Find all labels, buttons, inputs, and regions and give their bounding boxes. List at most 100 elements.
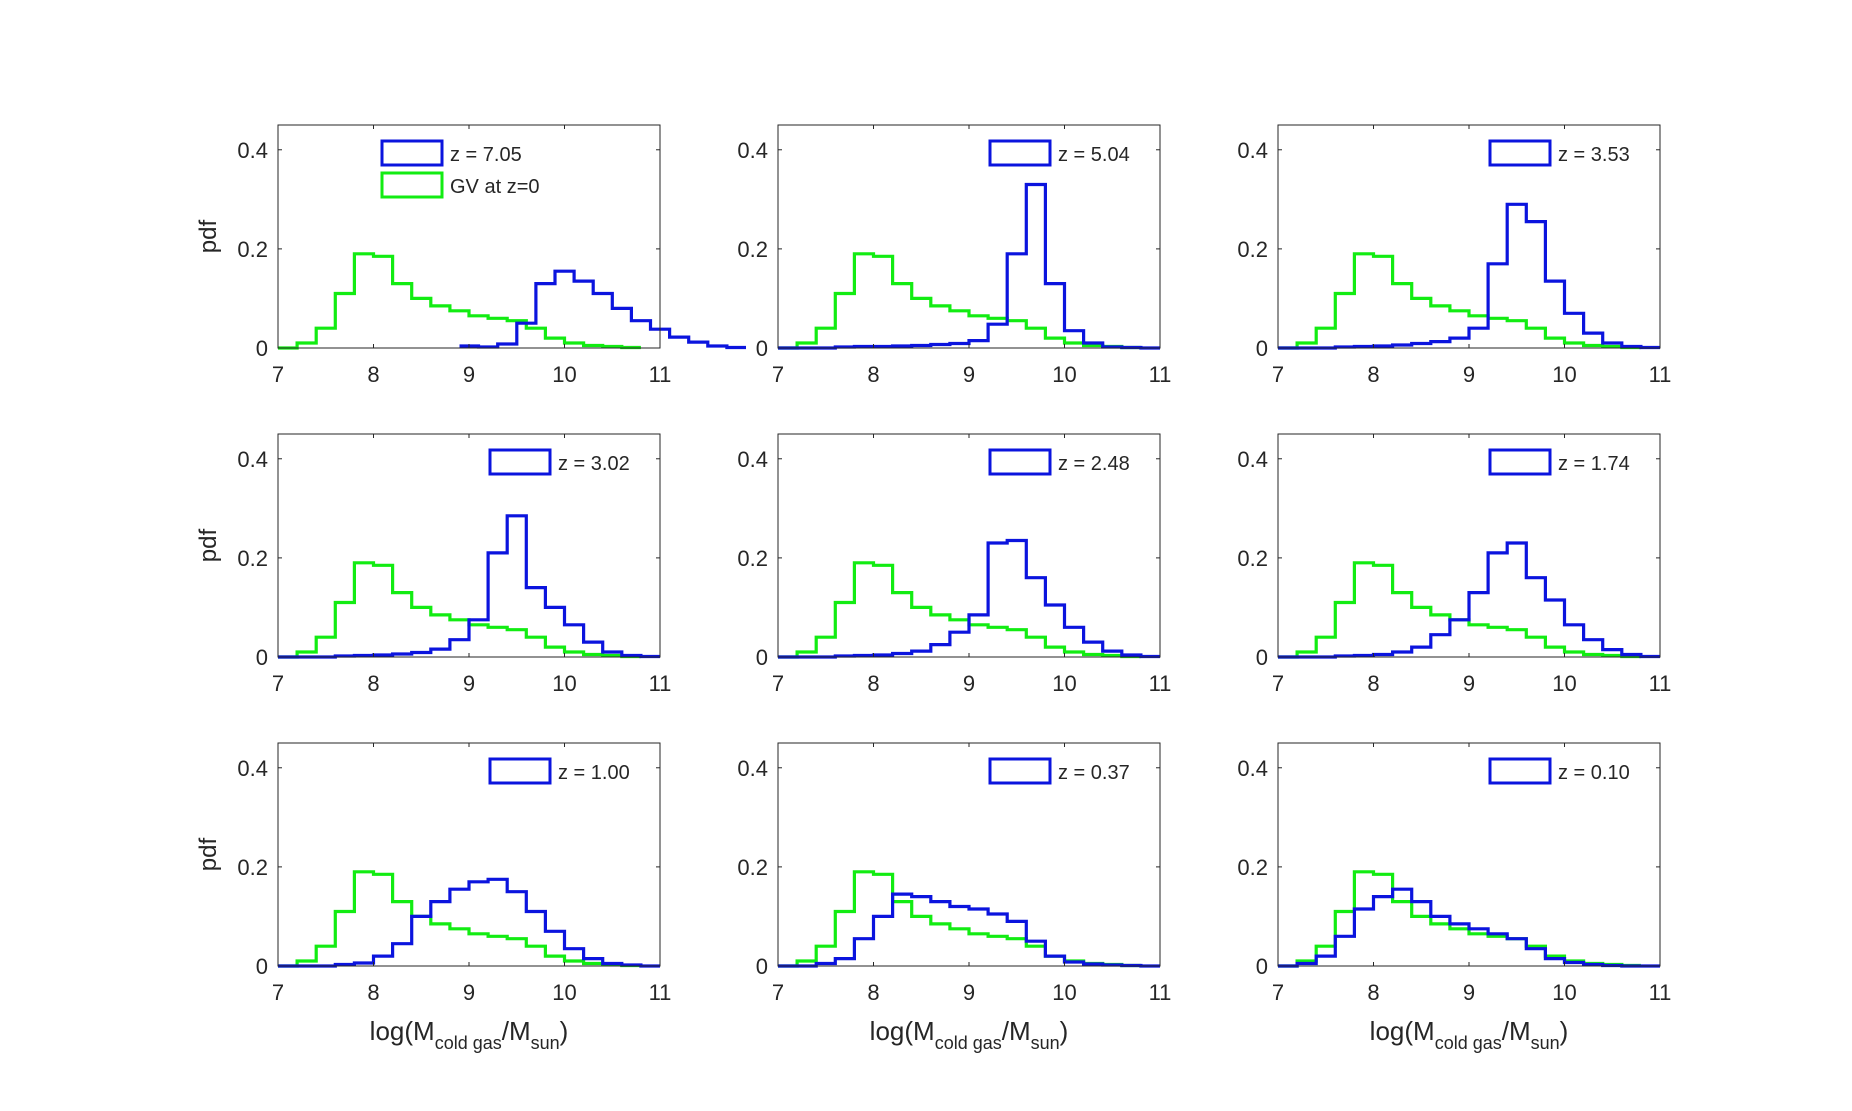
y-tick-label: 0 <box>1256 645 1268 670</box>
y-tick-label: 0 <box>1256 954 1268 979</box>
x-tick-label: 11 <box>1649 980 1672 1005</box>
redshift-histogram <box>1278 202 1660 350</box>
y-tick-label: 0 <box>756 954 768 979</box>
x-tick-label: 7 <box>1272 671 1284 696</box>
x-tick-label: 10 <box>1552 980 1576 1005</box>
y-axis-label: pdf <box>195 528 222 562</box>
y-tick-label: 0 <box>256 336 268 361</box>
panel-2: 7 8 9 10 11 0 0.2 0.4 z = 5.04 <box>737 124 1172 387</box>
x-axis-label-subscript: cold gas <box>935 1033 1002 1053</box>
x-tick-label: 10 <box>1552 362 1576 387</box>
x-tick-label: 7 <box>272 671 284 696</box>
y-tick-label: 0.2 <box>737 237 768 262</box>
legend-swatch-green <box>380 171 444 199</box>
legend-label: z = 5.04 <box>1058 144 1130 166</box>
x-tick-label: 11 <box>1149 362 1172 387</box>
x-tick-label: 8 <box>867 980 879 1005</box>
x-tick-label: 11 <box>649 362 672 387</box>
y-tick-label: 0 <box>756 645 768 670</box>
x-tick-label: 8 <box>367 362 379 387</box>
x-tick-label: 8 <box>867 362 879 387</box>
x-tick-label: 10 <box>1052 980 1076 1005</box>
y-tick-label: 0.4 <box>237 756 268 781</box>
panel-grid: 7 8 9 10 11 0 0.2 0.4 z = 7.05 GV at z=0 pdf 7 8 9 10 1… <box>195 124 1672 1053</box>
x-axis-label-part: log(M <box>370 1016 435 1046</box>
y-axis-label: pdf <box>195 837 222 871</box>
gv-reference-histogram <box>278 870 641 968</box>
y-tick-label: 0.2 <box>737 546 768 571</box>
legend-swatch-blue <box>488 757 552 785</box>
redshift-histogram <box>1278 887 1660 968</box>
gv-reference-histogram <box>1278 252 1641 350</box>
y-tick-label: 0.2 <box>1237 237 1268 262</box>
legend-swatch-blue <box>988 448 1052 476</box>
redshift-histogram <box>459 269 746 350</box>
panel-8: 7 8 9 10 11 0 0.2 0.4 z = 0.37 log(Mcold gas/Msun… <box>737 742 1172 1053</box>
x-axis-label-part: /M <box>1502 1016 1531 1046</box>
redshift-histogram <box>278 514 660 659</box>
x-tick-label: 9 <box>463 671 475 696</box>
x-axis-label-part: /M <box>502 1016 531 1046</box>
x-tick-label: 7 <box>1272 980 1284 1005</box>
legend-label: z = 1.74 <box>1558 453 1630 475</box>
x-axis-label-subscript: sun <box>531 1033 560 1053</box>
panel-7: 7 8 9 10 11 0 0.2 0.4 z = 1.00 pdf log(Mcold gas/M… <box>195 742 671 1053</box>
panel-1: 7 8 9 10 11 0 0.2 0.4 z = 7.05 GV at z=0 pdf <box>195 124 746 387</box>
y-tick-label: 0.4 <box>1237 138 1268 163</box>
y-tick-label: 0.4 <box>1237 447 1268 472</box>
gv-reference-histogram <box>278 252 641 350</box>
x-tick-label: 10 <box>1052 362 1076 387</box>
x-tick-label: 9 <box>1463 671 1475 696</box>
gv-reference-histogram <box>778 252 1141 350</box>
legend-label: z = 7.05 <box>450 144 522 166</box>
panel-3: 7 8 9 10 11 0 0.2 0.4 z = 3.53 <box>1237 124 1672 387</box>
x-tick-label: 11 <box>1149 980 1172 1005</box>
x-tick-label: 11 <box>1649 362 1672 387</box>
x-tick-label: 9 <box>463 362 475 387</box>
legend-label: z = 3.53 <box>1558 144 1630 166</box>
x-axis-label-part: log(M <box>1370 1016 1435 1046</box>
y-tick-label: 0 <box>756 336 768 361</box>
x-tick-label: 10 <box>1052 671 1076 696</box>
x-tick-label: 11 <box>649 671 672 696</box>
panel-4: 7 8 9 10 11 0 0.2 0.4 z = 3.02 pdf <box>195 433 672 696</box>
x-tick-label: 10 <box>552 671 576 696</box>
y-tick-label: 0.2 <box>1237 546 1268 571</box>
redshift-histogram <box>778 182 1160 350</box>
y-tick-label: 0.4 <box>1237 756 1268 781</box>
y-tick-label: 0 <box>256 954 268 979</box>
y-tick-label: 0.2 <box>237 855 268 880</box>
x-tick-label: 9 <box>1463 980 1475 1005</box>
x-axis-label: log(Mcold gas/Msun) <box>870 1016 1069 1053</box>
x-tick-label: 9 <box>963 671 975 696</box>
x-axis-label-part: ) <box>1060 1016 1069 1046</box>
y-tick-label: 0.2 <box>237 237 268 262</box>
panel-9: 7 8 9 10 11 0 0.2 0.4 z = 0.10 log(Mcold gas/Msun… <box>1237 742 1672 1053</box>
x-axis-label-subscript: cold gas <box>435 1033 502 1053</box>
y-tick-label: 0.2 <box>737 855 768 880</box>
redshift-histogram <box>278 877 660 968</box>
legend-label: z = 0.37 <box>1058 762 1130 784</box>
x-tick-label: 7 <box>272 980 284 1005</box>
legend-swatch-blue <box>380 139 444 167</box>
redshift-histogram <box>1278 541 1660 659</box>
x-tick-label: 8 <box>1367 671 1379 696</box>
legend-swatch-blue <box>988 139 1052 167</box>
x-tick-label: 8 <box>1367 362 1379 387</box>
x-tick-label: 9 <box>1463 362 1475 387</box>
legend-swatch-blue <box>1488 448 1552 476</box>
x-axis-label: log(Mcold gas/Msun) <box>1370 1016 1569 1053</box>
x-axis-label-part: ) <box>1560 1016 1569 1046</box>
x-axis-label-subscript: sun <box>1031 1033 1060 1053</box>
x-tick-label: 7 <box>772 362 784 387</box>
x-tick-label: 7 <box>272 362 284 387</box>
y-tick-label: 0.4 <box>737 138 768 163</box>
x-tick-label: 9 <box>463 980 475 1005</box>
x-axis-label-subscript: cold gas <box>1435 1033 1502 1053</box>
x-tick-label: 8 <box>367 671 379 696</box>
legend-label: z = 2.48 <box>1058 453 1130 475</box>
y-tick-label: 0.4 <box>737 756 768 781</box>
x-tick-label: 7 <box>1272 362 1284 387</box>
